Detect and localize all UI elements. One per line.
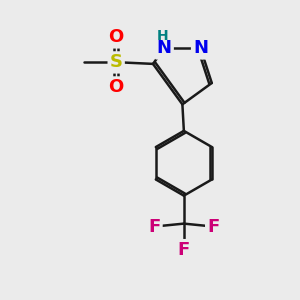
- Text: O: O: [109, 28, 124, 46]
- Text: F: F: [178, 241, 190, 259]
- Text: S: S: [110, 53, 123, 71]
- Text: O: O: [109, 78, 124, 96]
- Text: F: F: [148, 218, 160, 236]
- Text: N: N: [193, 39, 208, 57]
- Text: H: H: [157, 29, 169, 43]
- Text: N: N: [157, 39, 172, 57]
- Text: F: F: [207, 218, 219, 236]
